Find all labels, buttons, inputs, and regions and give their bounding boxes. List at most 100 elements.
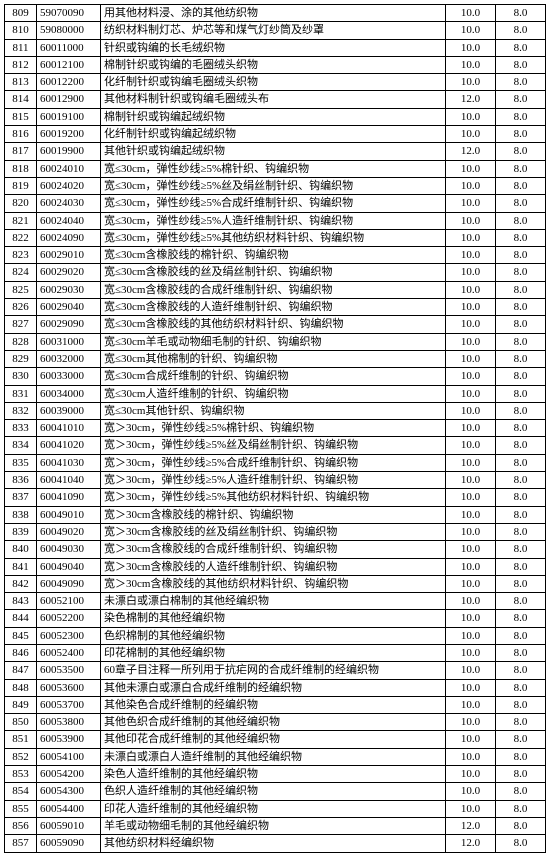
description: 其他印花合成纤维制的其他经编织物 xyxy=(101,731,446,748)
table-row: 84960053700其他染色合成纤维制的经编织物10.08.0 xyxy=(5,696,546,713)
description: 其他针织或钩编起绒织物 xyxy=(101,143,446,160)
table-row: 81360012200化纤制针织或钩编毛圈绒头织物10.08.0 xyxy=(5,74,546,91)
rate-1: 10.0 xyxy=(446,766,496,783)
description: 其他未漂白或漂白合成纤维制的经编织物 xyxy=(101,679,446,696)
description: 宽＞30cm，弹性纱线≥5%棉针织、钩编织物 xyxy=(101,420,446,437)
hs-code: 60053500 xyxy=(37,662,101,679)
description: 纺织材料制灯芯、炉芯等和煤气灯纱筒及纱罩 xyxy=(101,22,446,39)
rate-1: 10.0 xyxy=(446,610,496,627)
rate-2: 8.0 xyxy=(496,835,546,852)
row-index: 829 xyxy=(5,350,37,367)
rate-1: 10.0 xyxy=(446,316,496,333)
hs-code: 60059010 xyxy=(37,817,101,834)
row-index: 810 xyxy=(5,22,37,39)
rate-1: 10.0 xyxy=(446,281,496,298)
row-index: 845 xyxy=(5,627,37,644)
table-row: 84460052200染色棉制的其他经编织物10.08.0 xyxy=(5,610,546,627)
rate-2: 8.0 xyxy=(496,56,546,73)
table-row: 83760041090宽＞30cm，弹性纱线≥5%其他纺织材料针织、钩编织物10… xyxy=(5,489,546,506)
description: 宽＞30cm含橡胶线的人造纤维制针织、钩编织物 xyxy=(101,558,446,575)
rate-2: 8.0 xyxy=(496,489,546,506)
hs-code: 60024040 xyxy=(37,212,101,229)
rate-2: 8.0 xyxy=(496,74,546,91)
rate-2: 8.0 xyxy=(496,247,546,264)
hs-code: 60029030 xyxy=(37,281,101,298)
rate-2: 8.0 xyxy=(496,714,546,731)
row-index: 850 xyxy=(5,714,37,731)
rate-1: 10.0 xyxy=(446,575,496,592)
row-index: 856 xyxy=(5,817,37,834)
rate-2: 8.0 xyxy=(496,108,546,125)
table-row: 85060053800其他色织合成纤维制的其他经编织物10.08.0 xyxy=(5,714,546,731)
hs-code: 60024010 xyxy=(37,160,101,177)
table-row: 85160053900其他印花合成纤维制的其他经编织物10.08.0 xyxy=(5,731,546,748)
hs-code: 60029020 xyxy=(37,264,101,281)
row-index: 828 xyxy=(5,333,37,350)
table-row: 83860049010宽＞30cm含橡胶线的棉针织、钩编织物10.08.0 xyxy=(5,506,546,523)
hs-code: 60052100 xyxy=(37,593,101,610)
rate-1: 10.0 xyxy=(446,662,496,679)
row-index: 823 xyxy=(5,247,37,264)
rate-2: 8.0 xyxy=(496,731,546,748)
table-row: 82560029030宽≤30cm含橡胶线的合成纤维制针织、钩编织物10.08.… xyxy=(5,281,546,298)
hs-code: 60029010 xyxy=(37,247,101,264)
rate-2: 8.0 xyxy=(496,644,546,661)
hs-code: 60049010 xyxy=(37,506,101,523)
row-index: 816 xyxy=(5,126,37,143)
table-row: 83660041040宽＞30cm，弹性纱线≥5%人造纤维制针织、钩编织物10.… xyxy=(5,472,546,489)
table-row: 81660019200化纤制针织或钩编起绒织物10.08.0 xyxy=(5,126,546,143)
description: 印花棉制的其他经编织物 xyxy=(101,644,446,661)
table-row: 83060033000宽≤30cm合成纤维制的针织、钩编织物10.08.0 xyxy=(5,368,546,385)
description: 宽＞30cm，弹性纱线≥5%丝及绢丝制针织、钩编织物 xyxy=(101,437,446,454)
rate-2: 8.0 xyxy=(496,177,546,194)
rate-2: 8.0 xyxy=(496,627,546,644)
hs-code: 60041040 xyxy=(37,472,101,489)
row-index: 838 xyxy=(5,506,37,523)
rate-2: 8.0 xyxy=(496,264,546,281)
rate-1: 10.0 xyxy=(446,748,496,765)
row-index: 833 xyxy=(5,420,37,437)
rate-1: 10.0 xyxy=(446,333,496,350)
rate-1: 10.0 xyxy=(446,437,496,454)
row-index: 817 xyxy=(5,143,37,160)
table-row: 85360054200染色人造纤维制的其他经编织物10.08.0 xyxy=(5,766,546,783)
description: 羊毛或动物细毛制的其他经编织物 xyxy=(101,817,446,834)
rate-1: 10.0 xyxy=(446,22,496,39)
row-index: 819 xyxy=(5,177,37,194)
table-row: 81960024020宽≤30cm，弹性纱线≥5%丝及绢丝制针织、钩编织物10.… xyxy=(5,177,546,194)
row-index: 824 xyxy=(5,264,37,281)
hs-code: 60032000 xyxy=(37,350,101,367)
description: 宽≤30cm含橡胶线的合成纤维制针织、钩编织物 xyxy=(101,281,446,298)
hs-code: 60053800 xyxy=(37,714,101,731)
rate-2: 8.0 xyxy=(496,229,546,246)
row-index: 852 xyxy=(5,748,37,765)
rate-1: 10.0 xyxy=(446,679,496,696)
hs-code: 60019900 xyxy=(37,143,101,160)
description: 其他色织合成纤维制的其他经编织物 xyxy=(101,714,446,731)
rate-1: 10.0 xyxy=(446,212,496,229)
rate-2: 8.0 xyxy=(496,662,546,679)
table-row: 81860024010宽≤30cm，弹性纱线≥5%棉针织、钩编织物10.08.0 xyxy=(5,160,546,177)
hs-code: 60012900 xyxy=(37,91,101,108)
hs-code: 60019100 xyxy=(37,108,101,125)
rate-1: 10.0 xyxy=(446,74,496,91)
row-index: 857 xyxy=(5,835,37,852)
rate-1: 10.0 xyxy=(446,627,496,644)
rate-1: 10.0 xyxy=(446,299,496,316)
table-row: 8476005350060章子目注释一所列用于抗疟网的合成纤维制的经编织物10.… xyxy=(5,662,546,679)
hs-code: 59070090 xyxy=(37,5,101,22)
row-index: 849 xyxy=(5,696,37,713)
description: 宽≤30cm，弹性纱线≥5%合成纤维制针织、钩编织物 xyxy=(101,195,446,212)
table-row: 84160049040宽＞30cm含橡胶线的人造纤维制针织、钩编织物10.08.… xyxy=(5,558,546,575)
description: 60章子目注释一所列用于抗疟网的合成纤维制的经编织物 xyxy=(101,662,446,679)
row-index: 840 xyxy=(5,541,37,558)
rate-2: 8.0 xyxy=(496,748,546,765)
hs-code: 60012100 xyxy=(37,56,101,73)
rate-2: 8.0 xyxy=(496,420,546,437)
table-row: 81760019900其他针织或钩编起绒织物12.08.0 xyxy=(5,143,546,160)
rate-2: 8.0 xyxy=(496,437,546,454)
rate-2: 8.0 xyxy=(496,160,546,177)
rate-2: 8.0 xyxy=(496,91,546,108)
hs-code: 60052400 xyxy=(37,644,101,661)
description: 宽≤30cm其他针织、钩编织物 xyxy=(101,402,446,419)
